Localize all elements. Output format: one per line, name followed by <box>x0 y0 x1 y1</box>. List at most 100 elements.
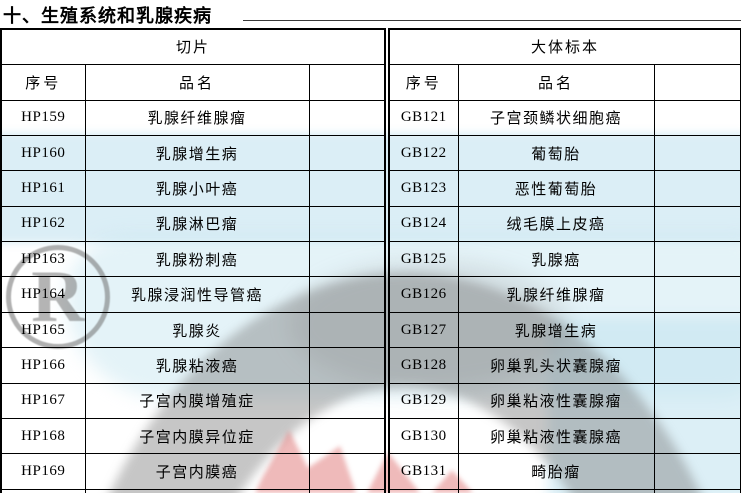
empty-cell <box>388 488 459 493</box>
specimen-row: GB129 卵巢粘液性囊腺瘤 <box>388 382 741 420</box>
specimen-row: GB128 卵巢乳头状囊腺瘤 <box>388 347 741 384</box>
specimen-id-cell: HP162 <box>0 205 86 243</box>
specimen-name-cell: 子宫内膜癌 <box>84 453 310 490</box>
empty-cell <box>653 347 741 384</box>
column-header-name: 品名 <box>84 63 310 101</box>
specimen-name-cell: 乳腺淋巴瘤 <box>84 205 310 243</box>
slices-table: 切片 序号 品名 HP159 乳腺纤维腺瘤 HP160 乳腺增生病 HP161 乳腺小叶癌… <box>0 28 387 493</box>
empty-cell <box>653 134 741 172</box>
empty-cell <box>653 488 741 493</box>
column-header-empty <box>308 63 386 101</box>
gross-specimens-table: 大体标本 序号 品名 GB121 子宫颈鳞状细胞癌 GB122 葡萄胎 GB123 恶性葡… <box>388 28 741 493</box>
empty-cell <box>84 488 310 493</box>
specimen-row: GB126 乳腺纤维腺瘤 <box>388 276 741 313</box>
group-header-gross-specimens: 大体标本 <box>388 28 741 65</box>
empty-cell <box>308 134 386 172</box>
specimen-row: GB131 畸胎瘤 <box>388 453 741 490</box>
specimen-name-cell: 子宫内膜增殖症 <box>84 382 310 420</box>
specimen-name-cell: 乳腺粘液癌 <box>84 347 310 384</box>
specimen-name-cell: 乳腺炎 <box>84 311 310 349</box>
empty-cell <box>308 453 386 490</box>
empty-cell <box>653 418 741 455</box>
specimen-name-cell: 乳腺增生病 <box>84 134 310 172</box>
specimen-id-cell: GB129 <box>388 382 459 420</box>
specimen-row: HP169 子宫内膜癌 <box>0 453 386 490</box>
specimen-name-cell: 乳腺增生病 <box>457 311 655 349</box>
empty-cell <box>653 170 741 207</box>
specimen-id-cell: GB121 <box>388 99 459 136</box>
specimen-name-cell: 畸胎瘤 <box>457 453 655 490</box>
empty-cell <box>308 311 386 349</box>
specimen-name-cell: 恶性葡萄胎 <box>457 170 655 207</box>
specimen-id-cell: HP168 <box>0 418 86 455</box>
specimen-row: HP163 乳腺粉刺癌 <box>0 241 386 278</box>
specimen-name-cell: 乳腺浸润性导管癌 <box>84 276 310 313</box>
specimen-row: GB125 乳腺癌 <box>388 241 741 278</box>
specimen-name-cell: 子宫内膜异位症 <box>84 418 310 455</box>
specimen-row: GB122 葡萄胎 <box>388 134 741 172</box>
specimen-id-cell: HP166 <box>0 347 86 384</box>
specimen-name-cell: 乳腺纤维腺瘤 <box>457 276 655 313</box>
specimen-row: HP165 乳腺炎 <box>0 311 386 349</box>
column-header-name: 品名 <box>457 63 655 101</box>
empty-cell <box>653 99 741 136</box>
empty-cell <box>653 311 741 349</box>
specimen-name-cell: 乳腺纤维腺瘤 <box>84 99 310 136</box>
specimen-id-cell: HP165 <box>0 311 86 349</box>
title-underline <box>243 20 741 21</box>
clipped-row <box>0 488 386 493</box>
specimen-row: HP162 乳腺淋巴瘤 <box>0 205 386 243</box>
specimen-name-cell: 绒毛膜上皮癌 <box>457 205 655 243</box>
specimen-row: HP168 子宫内膜异位症 <box>0 418 386 455</box>
specimen-row: GB124 绒毛膜上皮癌 <box>388 205 741 243</box>
specimen-name-cell: 乳腺癌 <box>457 241 655 278</box>
empty-cell <box>653 276 741 313</box>
column-header-seq: 序号 <box>388 63 459 101</box>
empty-cell <box>308 170 386 207</box>
column-header-empty <box>653 63 741 101</box>
specimen-id-cell: GB128 <box>388 347 459 384</box>
empty-cell <box>653 205 741 243</box>
specimen-name-cell: 卵巢粘液性囊腺癌 <box>457 418 655 455</box>
empty-cell <box>308 382 386 420</box>
specimen-id-cell: GB130 <box>388 418 459 455</box>
specimen-name-cell: 卵巢粘液性囊腺瘤 <box>457 382 655 420</box>
group-header-row: 大体标本 <box>388 28 741 65</box>
empty-cell <box>308 418 386 455</box>
clipped-row <box>388 488 741 493</box>
specimen-row: GB121 子宫颈鳞状细胞癌 <box>388 99 741 136</box>
specimen-row: HP159 乳腺纤维腺瘤 <box>0 99 386 136</box>
specimen-id-cell: HP169 <box>0 453 86 490</box>
specimen-id-cell: HP159 <box>0 99 86 136</box>
specimen-name-cell: 乳腺粉刺癌 <box>84 241 310 278</box>
empty-cell <box>308 99 386 136</box>
empty-cell <box>653 453 741 490</box>
specimen-id-cell: HP161 <box>0 170 86 207</box>
specimen-id-cell: GB125 <box>388 241 459 278</box>
specimen-row: HP167 子宫内膜增殖症 <box>0 382 386 420</box>
empty-cell <box>653 241 741 278</box>
specimen-name-cell: 乳腺小叶癌 <box>84 170 310 207</box>
group-header-row: 切片 <box>0 28 386 65</box>
empty-cell <box>308 347 386 384</box>
specimen-row: GB130 卵巢粘液性囊腺癌 <box>388 418 741 455</box>
specimen-name-cell: 卵巢乳头状囊腺瘤 <box>457 347 655 384</box>
specimen-row: HP161 乳腺小叶癌 <box>0 170 386 207</box>
specimen-id-cell: GB123 <box>388 170 459 207</box>
specimen-name-cell: 葡萄胎 <box>457 134 655 172</box>
empty-cell <box>308 276 386 313</box>
specimen-row: HP166 乳腺粘液癌 <box>0 347 386 384</box>
specimen-name-cell: 子宫颈鳞状细胞癌 <box>457 99 655 136</box>
specimen-row: HP164 乳腺浸润性导管癌 <box>0 276 386 313</box>
specimen-id-cell: GB127 <box>388 311 459 349</box>
specimen-row: HP160 乳腺增生病 <box>0 134 386 172</box>
specimen-id-cell: HP164 <box>0 276 86 313</box>
specimen-id-cell: HP163 <box>0 241 86 278</box>
empty-cell <box>0 488 86 493</box>
empty-cell <box>308 241 386 278</box>
column-header-seq: 序号 <box>0 63 86 101</box>
specimen-id-cell: GB126 <box>388 276 459 313</box>
empty-cell <box>653 382 741 420</box>
column-header-row: 序号 品名 <box>0 63 386 101</box>
